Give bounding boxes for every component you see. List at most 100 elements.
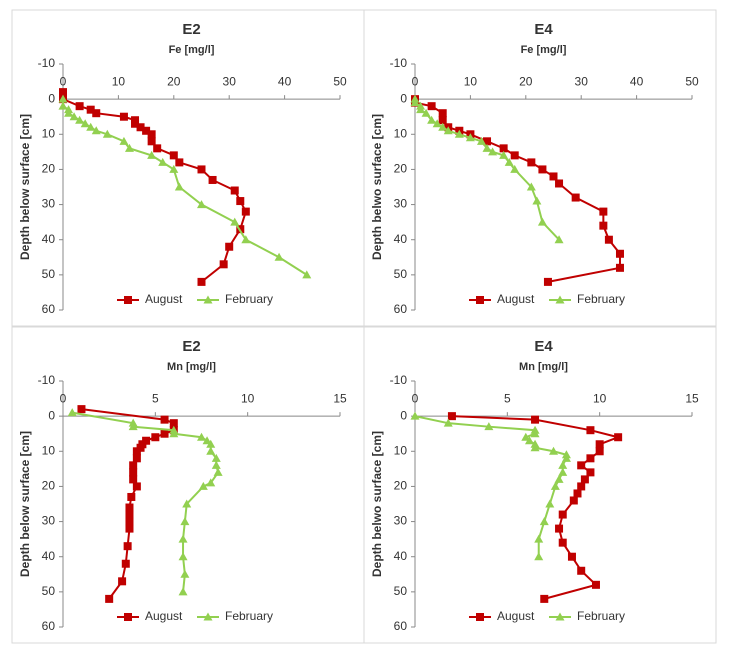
- point: [147, 130, 156, 139]
- point: [465, 133, 475, 142]
- point: [241, 207, 250, 216]
- x-tick-label: 10: [112, 74, 126, 88]
- point: [573, 489, 582, 498]
- point: [476, 296, 484, 304]
- point: [591, 580, 600, 589]
- point: [427, 115, 437, 124]
- point: [530, 429, 540, 438]
- point: [454, 129, 464, 138]
- point: [230, 217, 240, 226]
- point: [482, 143, 492, 152]
- point: [203, 295, 213, 304]
- point: [543, 277, 552, 286]
- y-tick-label: 50: [394, 267, 408, 281]
- point: [175, 158, 184, 167]
- point: [69, 112, 79, 121]
- chart-title: E2: [182, 21, 200, 38]
- point: [555, 295, 565, 304]
- panel-border: [363, 9, 717, 327]
- point: [443, 418, 453, 427]
- point: [432, 119, 442, 128]
- x-tick-label: 0: [412, 391, 419, 405]
- point: [595, 440, 604, 449]
- x-tick-label: 15: [685, 391, 699, 405]
- point: [129, 475, 138, 484]
- y-tick-label: -10: [390, 56, 408, 70]
- x-tick-label: 30: [223, 74, 237, 88]
- point: [182, 499, 192, 508]
- chart-title: E4: [534, 338, 553, 355]
- point: [125, 517, 134, 526]
- chart-title: E4: [534, 21, 553, 38]
- point: [158, 157, 168, 166]
- point: [123, 542, 132, 551]
- point: [549, 172, 558, 181]
- point: [539, 517, 549, 526]
- point: [124, 143, 134, 152]
- point: [105, 594, 114, 603]
- y-tick-label: 60: [42, 302, 56, 316]
- point: [554, 235, 564, 244]
- point: [499, 144, 508, 153]
- point: [91, 126, 101, 135]
- y-tick-label: 20: [394, 479, 408, 493]
- point: [203, 612, 213, 621]
- y-tick-label: 30: [42, 197, 56, 211]
- y-tick-label: 30: [394, 197, 408, 211]
- point: [147, 137, 156, 146]
- point: [526, 182, 536, 191]
- series-line: [414, 415, 568, 557]
- y-axis-label: Depth below surface [cm]: [18, 114, 32, 260]
- point: [476, 136, 486, 145]
- y-tick-label: 20: [42, 479, 56, 493]
- point: [125, 510, 134, 519]
- point: [615, 263, 624, 272]
- point: [488, 147, 498, 156]
- point: [197, 165, 206, 174]
- point: [558, 538, 567, 547]
- point: [64, 108, 74, 117]
- point: [151, 433, 160, 442]
- point: [160, 415, 169, 424]
- point: [206, 439, 216, 448]
- point: [121, 559, 130, 568]
- point: [483, 137, 492, 146]
- point: [197, 277, 206, 286]
- point: [75, 115, 85, 124]
- panel-border: [11, 326, 365, 644]
- point: [211, 453, 221, 462]
- x-tick-label: 10: [241, 391, 255, 405]
- y-tick-label: 50: [394, 584, 408, 598]
- point: [577, 482, 586, 491]
- point: [132, 447, 141, 456]
- x-tick-label: 10: [593, 391, 607, 405]
- x-tick-label: 50: [333, 74, 347, 88]
- point: [599, 221, 608, 230]
- point: [558, 460, 568, 469]
- point: [537, 217, 547, 226]
- panel: E4 Mn [mg/l] Depth belwo surface [cm] -10 0 1…: [363, 326, 717, 644]
- point: [92, 109, 101, 118]
- point: [86, 122, 96, 131]
- point: [127, 492, 136, 501]
- point: [476, 613, 484, 621]
- x-tick-label: 50: [685, 74, 699, 88]
- point: [586, 454, 595, 463]
- point: [504, 157, 514, 166]
- point: [558, 467, 568, 476]
- x-tick-label: 15: [333, 391, 347, 405]
- legend-label: August: [145, 292, 183, 306]
- legend-label: August: [497, 609, 535, 623]
- point: [136, 123, 145, 132]
- point: [169, 419, 178, 428]
- point: [447, 412, 456, 421]
- point: [219, 260, 228, 269]
- point: [438, 116, 447, 125]
- x-axis-label: Mn [mg/l]: [167, 361, 216, 373]
- point: [129, 461, 138, 470]
- point: [555, 612, 565, 621]
- point: [129, 468, 138, 477]
- point: [67, 408, 77, 417]
- point: [510, 164, 520, 173]
- x-axis-label: Fe [mg/l]: [169, 44, 215, 56]
